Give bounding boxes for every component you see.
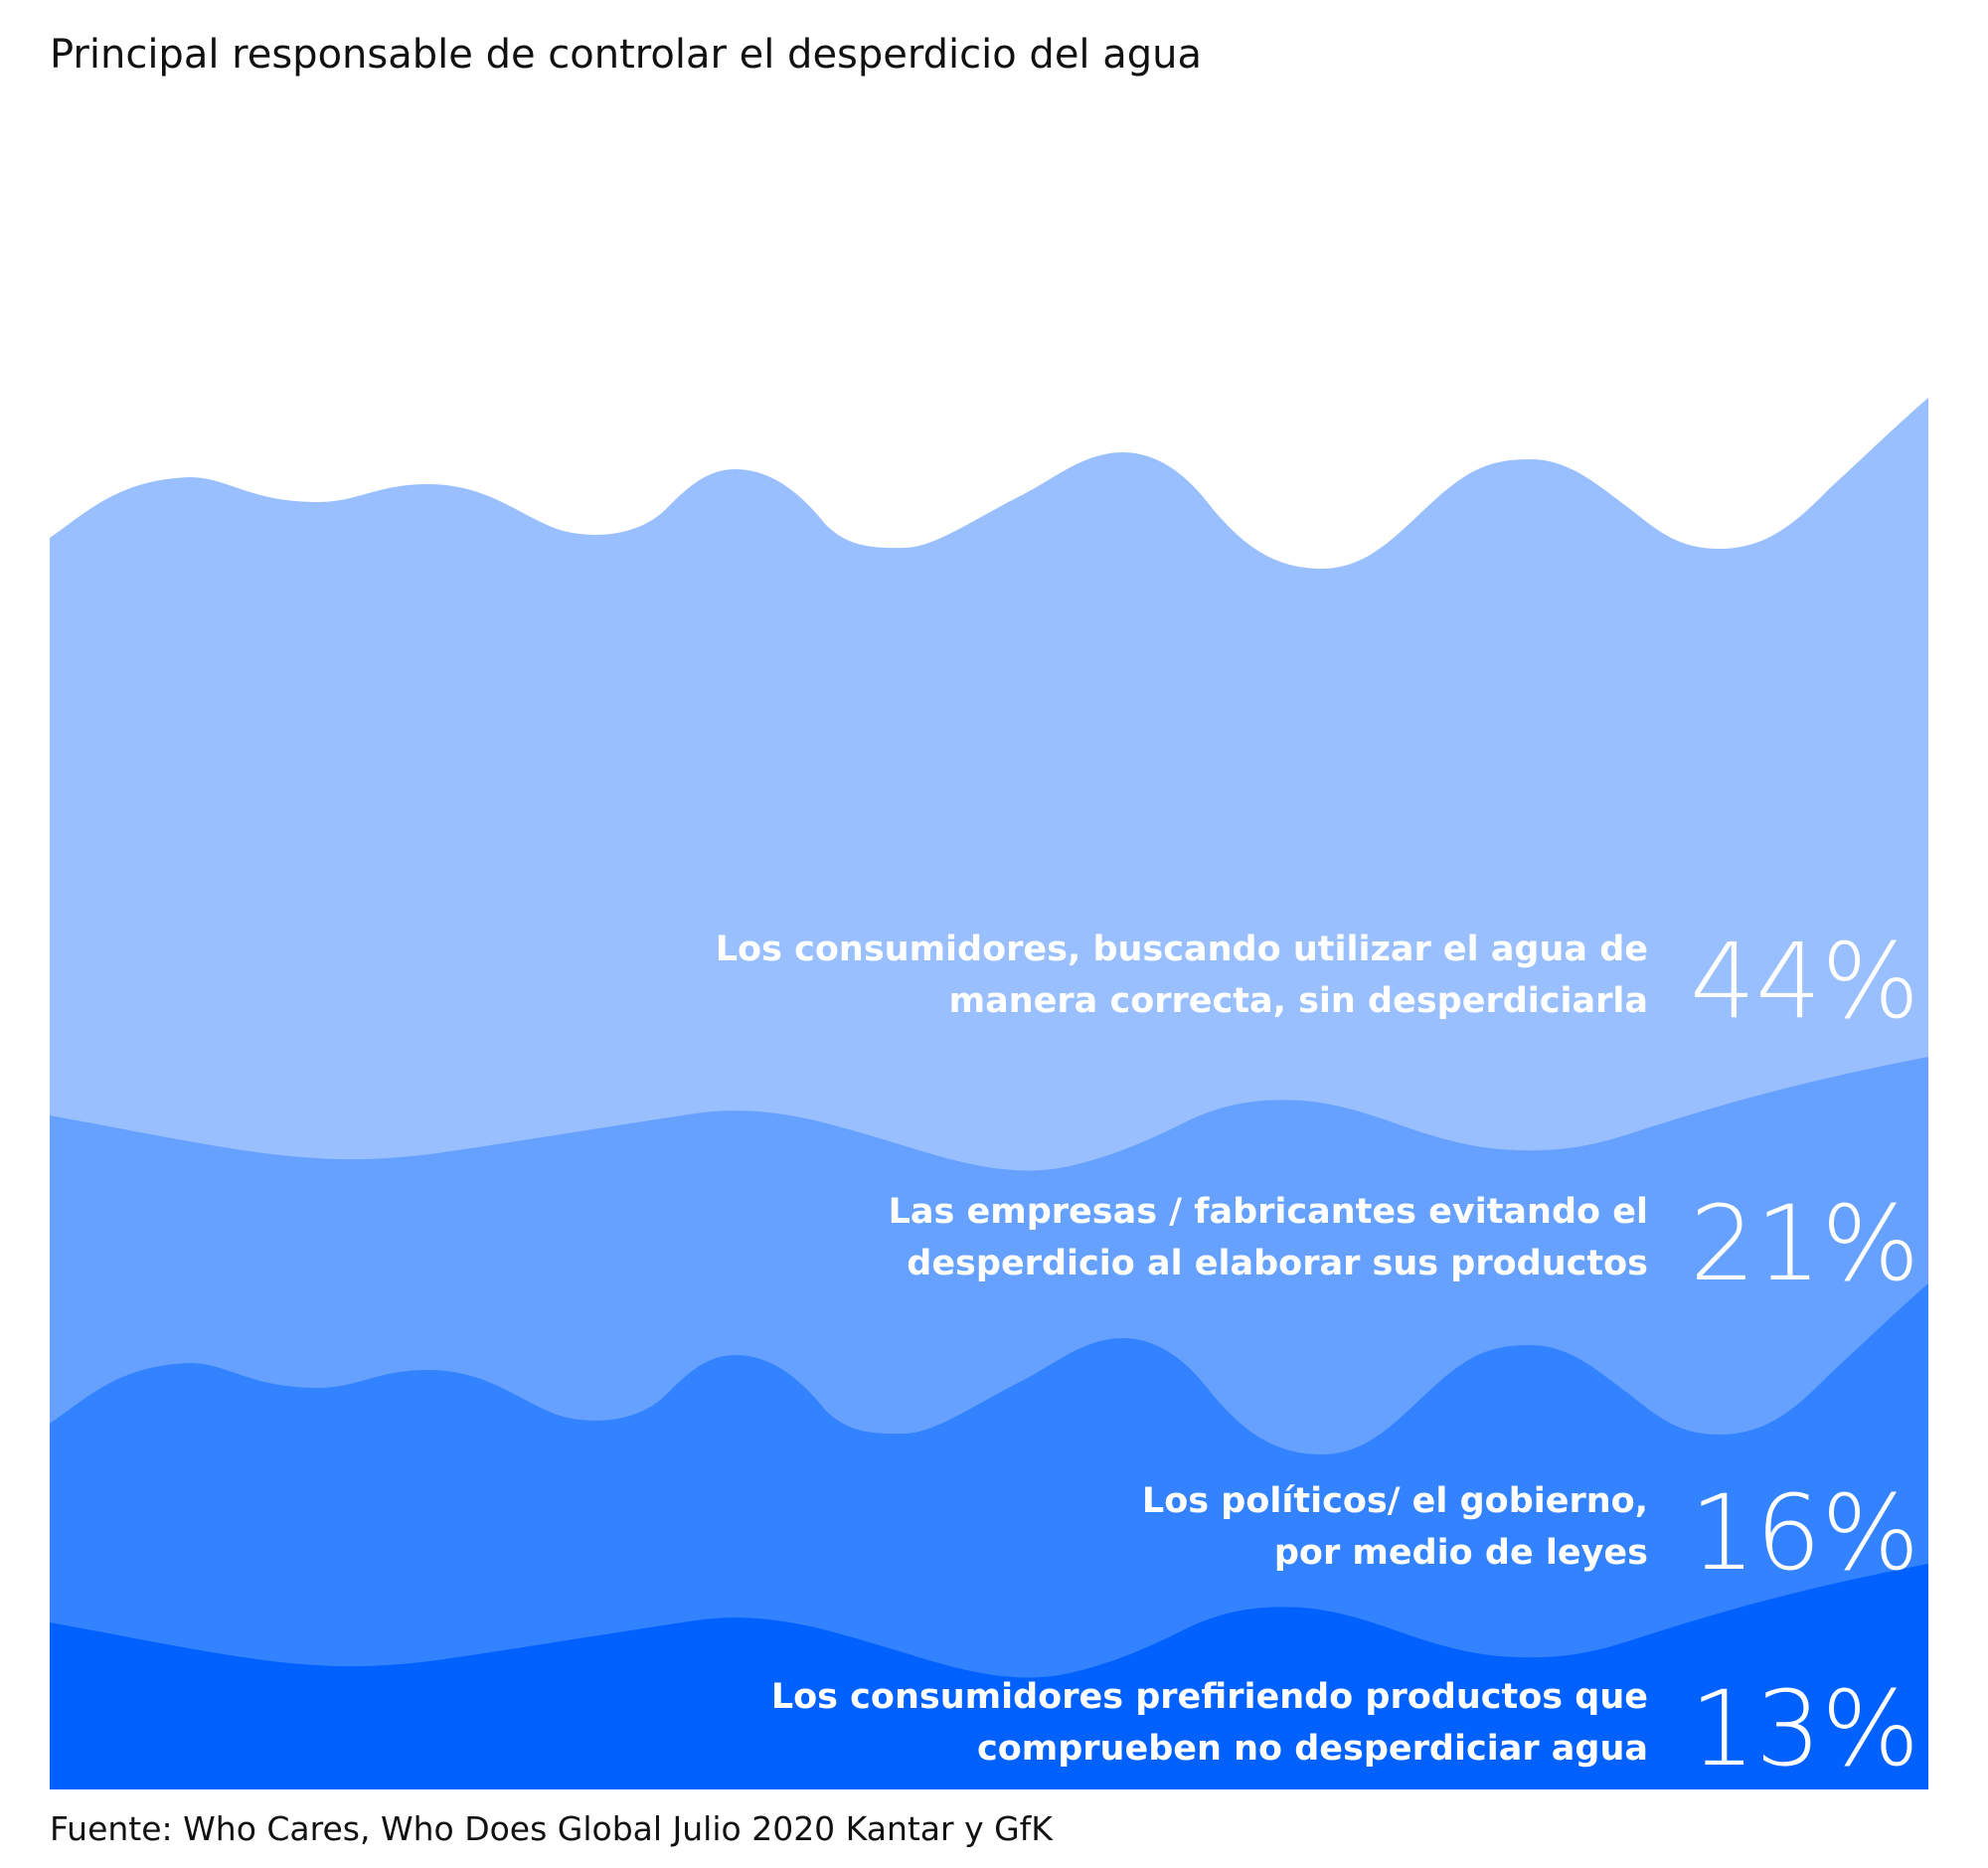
source-note: Fuente: Who Cares, Who Does Global Julio… xyxy=(50,1809,1053,1848)
area-series-4 xyxy=(50,1564,1928,1789)
series-2-label-line-1: Las empresas / fabricantes evitando el xyxy=(889,1192,1648,1232)
series-1-label-line-2: manera correcta, sin desperdiciarla xyxy=(949,981,1648,1021)
series-3-value-label: 16% xyxy=(1690,1472,1919,1594)
chart-title: Principal responsable de controlar el de… xyxy=(50,32,1203,78)
series-3-label-line-1: Los políticos/ el gobierno, xyxy=(1142,1481,1648,1521)
series-4-label-line-2: comprueben no desperdiciar agua xyxy=(977,1729,1648,1769)
series-3-label-line-2: por medio de leyes xyxy=(1274,1533,1648,1573)
series-1-value-label: 44% xyxy=(1690,921,1919,1042)
series-4-label-line-1: Los consumidores prefiriendo productos q… xyxy=(771,1677,1648,1717)
series-2-value-label: 21% xyxy=(1690,1183,1919,1304)
series-4-value-label: 13% xyxy=(1690,1668,1919,1789)
series-2-label-line-2: desperdicio al elaborar sus productos xyxy=(907,1244,1648,1283)
series-1-label-line-1: Los consumidores, buscando utilizar el a… xyxy=(716,930,1648,969)
